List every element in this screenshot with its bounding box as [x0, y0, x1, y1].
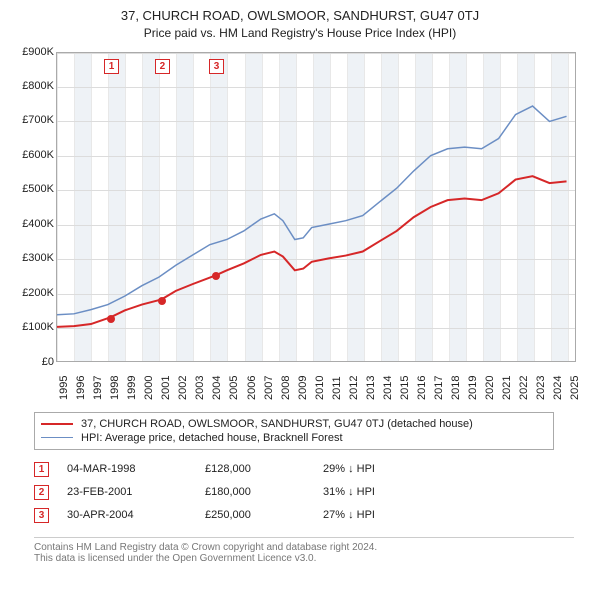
y-tick-label: £900K [10, 46, 54, 58]
footer-line-1: Contains HM Land Registry data © Crown c… [34, 542, 574, 553]
event-date: 04-MAR-1998 [67, 463, 187, 475]
legend-label: HPI: Average price, detached house, Brac… [81, 432, 343, 444]
x-tick-label: 2014 [382, 375, 392, 399]
x-tick-label: 2018 [450, 375, 460, 399]
event-date: 23-FEB-2001 [67, 486, 187, 498]
y-tick-label: £200K [10, 287, 54, 299]
x-tick-label: 2023 [535, 375, 545, 399]
y-tick-label: £400K [10, 218, 54, 230]
x-tick-label: 1999 [126, 375, 136, 399]
event-price: £128,000 [205, 463, 305, 475]
y-tick-label: £600K [10, 149, 54, 161]
x-tick-label: 1996 [75, 375, 85, 399]
sale-events-table: 1 04-MAR-1998 £128,000 29% ↓ HPI 2 23-FEB-200… [34, 458, 554, 527]
x-tick-label: 2001 [160, 375, 170, 399]
sale-dot-3 [212, 272, 220, 280]
x-tick-label: 2017 [433, 375, 443, 399]
x-tick-label: 2004 [211, 375, 221, 399]
x-tick-label: 2009 [297, 375, 307, 399]
x-tick-label: 2000 [143, 375, 153, 399]
y-tick-label: £0 [10, 356, 54, 368]
legend-label: 37, CHURCH ROAD, OWLSMOOR, SANDHURST, GU… [81, 418, 473, 430]
y-tick-label: £700K [10, 114, 54, 126]
event-row: 3 30-APR-2004 £250,000 27% ↓ HPI [34, 504, 554, 527]
sale-marker-2: 2 [155, 59, 170, 74]
y-tick-label: £100K [10, 321, 54, 333]
y-tick-label: £500K [10, 183, 54, 195]
x-tick-label: 2008 [280, 375, 290, 399]
footer: Contains HM Land Registry data © Crown c… [34, 537, 574, 564]
x-tick-label: 2024 [552, 375, 562, 399]
x-tick-label: 2022 [518, 375, 528, 399]
sale-dot-2 [158, 297, 166, 305]
event-marker-icon: 2 [34, 485, 49, 500]
plot-region: 1 2 3 [56, 52, 576, 362]
x-tick-label: 2025 [569, 375, 579, 399]
x-tick-label: 2020 [484, 375, 494, 399]
x-tick-label: 2010 [314, 375, 324, 399]
event-diff: 29% ↓ HPI [323, 463, 443, 475]
sale-dot-1 [107, 315, 115, 323]
event-diff: 31% ↓ HPI [323, 486, 443, 498]
sale-marker-3: 3 [209, 59, 224, 74]
x-tick-label: 2006 [246, 375, 256, 399]
chart-container: 37, CHURCH ROAD, OWLSMOOR, SANDHURST, GU… [0, 0, 600, 590]
x-tick-label: 2003 [194, 375, 204, 399]
event-marker-icon: 3 [34, 508, 49, 523]
x-tick-label: 1998 [109, 375, 119, 399]
y-tick-label: £800K [10, 80, 54, 92]
legend-item: 37, CHURCH ROAD, OWLSMOOR, SANDHURST, GU… [41, 417, 547, 431]
x-tick-label: 2015 [399, 375, 409, 399]
x-tick-label: 2013 [365, 375, 375, 399]
chart-subtitle: Price paid vs. HM Land Registry's House … [10, 26, 590, 40]
event-row: 1 04-MAR-1998 £128,000 29% ↓ HPI [34, 458, 554, 481]
x-tick-label: 2021 [501, 375, 511, 399]
legend: 37, CHURCH ROAD, OWLSMOOR, SANDHURST, GU… [34, 412, 554, 450]
x-tick-label: 2007 [263, 375, 273, 399]
legend-swatch [41, 437, 73, 438]
sale-marker-1: 1 [104, 59, 119, 74]
event-row: 2 23-FEB-2001 £180,000 31% ↓ HPI [34, 481, 554, 504]
event-date: 30-APR-2004 [67, 509, 187, 521]
footer-line-2: This data is licensed under the Open Gov… [34, 553, 574, 564]
x-tick-label: 2012 [348, 375, 358, 399]
event-diff: 27% ↓ HPI [323, 509, 443, 521]
chart-title: 37, CHURCH ROAD, OWLSMOOR, SANDHURST, GU… [10, 8, 590, 24]
event-price: £180,000 [205, 486, 305, 498]
legend-swatch [41, 423, 73, 425]
chart-area: 1 2 3 £0 £100K £200K £300K £400K £500K £600K £700… [10, 46, 590, 406]
x-tick-label: 2011 [331, 376, 341, 400]
x-tick-label: 1997 [92, 375, 102, 399]
legend-item: HPI: Average price, detached house, Brac… [41, 431, 547, 445]
event-price: £250,000 [205, 509, 305, 521]
y-tick-label: £300K [10, 252, 54, 264]
x-tick-label: 2019 [467, 375, 477, 399]
x-tick-label: 2002 [177, 375, 187, 399]
event-marker-icon: 1 [34, 462, 49, 477]
x-tick-label: 1995 [58, 375, 68, 399]
x-tick-label: 2005 [228, 375, 238, 399]
x-tick-label: 2016 [416, 375, 426, 399]
